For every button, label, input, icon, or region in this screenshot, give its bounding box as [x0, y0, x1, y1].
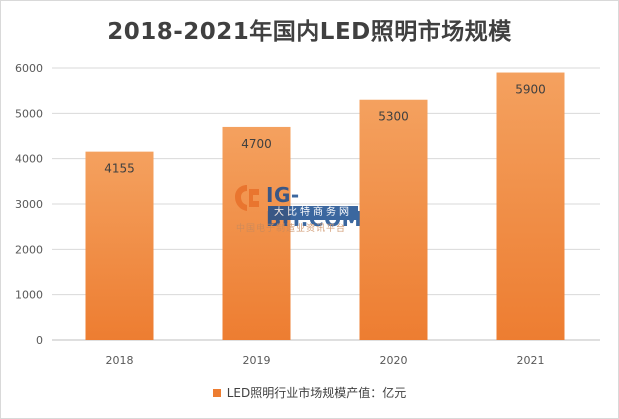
bars — [85, 72, 565, 341]
watermark-tagline: 中国电子制造业资讯平台 — [236, 224, 347, 234]
y-tick-label: 5000 — [15, 107, 43, 120]
bar-2018 — [85, 151, 154, 340]
y-tick-label: 2000 — [15, 243, 43, 256]
y-axis-ticks: 0 1000 2000 3000 4000 5000 6000 — [15, 62, 43, 347]
x-axis-ticks: 2018 2019 2020 2021 — [106, 354, 545, 367]
chart-legend: LED照明行业市场规模产值：亿元 — [0, 384, 619, 401]
data-label-2018: 4155 — [104, 162, 135, 176]
chart-title: 2018-2021年国内LED照明市场规模 — [107, 19, 512, 45]
x-tick-label: 2021 — [517, 354, 545, 367]
y-tick-label: 3000 — [15, 198, 43, 211]
legend-swatch — [212, 388, 221, 397]
y-tick-label: 1000 — [15, 289, 43, 302]
y-tick-label: 6000 — [15, 62, 43, 75]
data-label-2020: 5300 — [378, 110, 409, 124]
bar-2020 — [359, 99, 428, 340]
data-label-2021: 5900 — [515, 83, 546, 97]
x-tick-label: 2018 — [106, 354, 134, 367]
ig-bit-logo-icon — [235, 185, 259, 211]
legend-label: LED照明行业市场规模产值：亿元 — [226, 386, 407, 400]
y-tick-label: 0 — [36, 334, 43, 347]
data-label-2019: 4700 — [241, 137, 272, 151]
data-labels: 4155 4700 5300 5900 — [104, 83, 546, 176]
y-tick-label: 4000 — [15, 153, 43, 166]
x-tick-label: 2019 — [243, 354, 271, 367]
bar-2021 — [496, 72, 565, 341]
bar-2019 — [222, 126, 291, 340]
watermark-subtitle: 大比特商务网 — [268, 206, 358, 220]
x-tick-label: 2020 — [380, 354, 408, 367]
watermark: IG-BIT.COM 大比特商务网 中国电子制造业资讯平台 — [232, 183, 392, 237]
